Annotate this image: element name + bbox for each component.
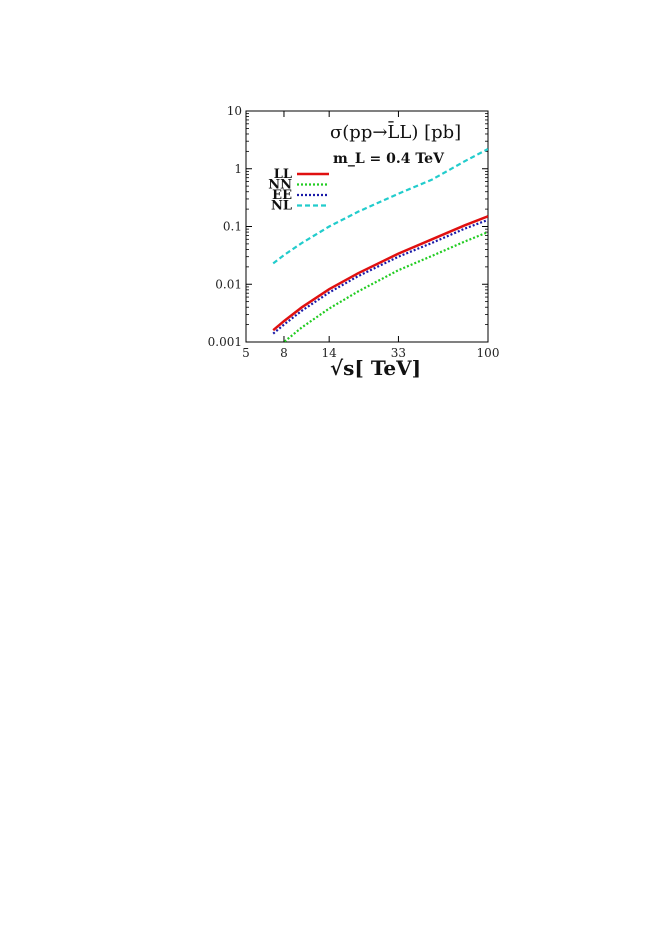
- y-tick-label: 1: [234, 162, 242, 176]
- y-tick-label: 10: [227, 104, 242, 118]
- chart-title: σ(pp→L̄L) [pb]: [330, 120, 461, 143]
- axis-ticks: 5 8 14 33 100 0.001 0.01 0.1 1 10: [208, 104, 500, 360]
- legend-label-ee: EE: [272, 188, 292, 203]
- x-tick-label: 5: [242, 346, 250, 360]
- legend-label-nn: NN: [268, 178, 292, 193]
- x-tick-label: 100: [477, 346, 500, 360]
- series-line-ee: [272, 218, 488, 335]
- legend-label-nl: NL: [271, 199, 292, 214]
- x-tick-label: 14: [322, 346, 338, 360]
- series-line-nl: [272, 148, 488, 265]
- series-lines: [272, 148, 488, 342]
- x-axis-label: √s[ TeV]: [330, 356, 421, 380]
- x-tick-label: 33: [391, 346, 406, 360]
- x-tick-label: 8: [280, 346, 288, 360]
- y-tick-label: 0.01: [215, 277, 242, 291]
- y-tick-label: 0.001: [208, 335, 242, 349]
- series-line-nn: [282, 231, 488, 342]
- plot-frame: [245, 110, 489, 343]
- legend-label-ll: LL: [274, 167, 292, 182]
- y-tick-label: 0.1: [223, 220, 242, 234]
- mass-annotation: m_L = 0.4 TeV: [333, 151, 445, 167]
- series-line-ll: [272, 215, 488, 332]
